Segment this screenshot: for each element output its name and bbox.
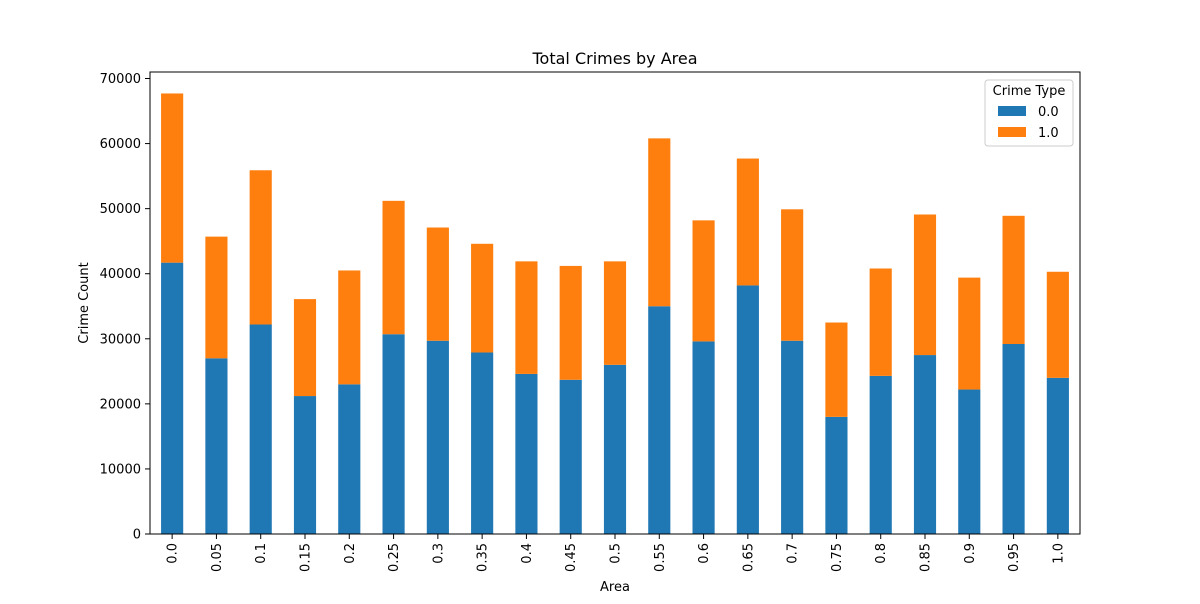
x-tick-label: 0.55 xyxy=(653,543,668,572)
y-axis-label: Crime Count xyxy=(77,262,92,343)
bar-series-1-cat-14 xyxy=(781,209,804,341)
x-axis-label: Area xyxy=(600,580,630,595)
bar-series-1-cat-5 xyxy=(382,200,405,335)
y-tick-label: 10000 xyxy=(100,462,141,477)
x-axis: 0.0 0.05 0.1 0.15 0.2 0.25 0.3 0.35 0.4 0.45 0.5 0.… xyxy=(166,534,1066,572)
bar-series-1-cat-9 xyxy=(559,265,582,380)
x-tick-label: 1.0 xyxy=(1051,543,1066,564)
legend-swatch-series-1 xyxy=(998,127,1026,137)
x-tick-label: 0.95 xyxy=(1007,543,1022,572)
x-tick-label: 0.8 xyxy=(874,543,889,564)
y-tick-label: 30000 xyxy=(100,332,141,347)
bar-series-1-cat-15 xyxy=(825,322,848,417)
bar-series-1-cat-18 xyxy=(958,277,981,390)
bar-series-0-cat-5 xyxy=(382,334,405,534)
x-tick-label: 0.9 xyxy=(963,543,978,564)
legend-title: Crime Type xyxy=(993,84,1066,99)
y-tick-label: 20000 xyxy=(100,397,141,412)
x-tick-label: 0.3 xyxy=(431,543,446,564)
bar-series-0-cat-0 xyxy=(161,262,184,534)
bar-series-1-cat-10 xyxy=(603,261,627,365)
bar-series-1-cat-11 xyxy=(648,138,671,307)
bar-series-0-cat-1 xyxy=(205,358,228,534)
y-tick-label: 50000 xyxy=(100,202,141,217)
y-tick-label: 70000 xyxy=(100,72,141,87)
legend-label-series-0: 0.0 xyxy=(1038,105,1059,120)
bar-series-1-cat-6 xyxy=(426,227,449,341)
bar-series-1-cat-8 xyxy=(515,261,538,374)
bar-series-0-cat-19 xyxy=(1002,343,1025,534)
legend-swatch-series-0 xyxy=(998,106,1026,116)
bar-series-0-cat-14 xyxy=(781,340,804,534)
x-tick-label: 0.6 xyxy=(697,543,712,564)
x-tick-label: 0.15 xyxy=(299,543,314,572)
x-tick-label: 0.35 xyxy=(476,543,491,572)
bar-series-1-cat-1 xyxy=(205,236,228,359)
y-tick-label: 40000 xyxy=(100,267,141,282)
x-tick-label: 0.85 xyxy=(919,543,934,572)
bar-series-0-cat-6 xyxy=(426,340,449,534)
y-tick-label: 60000 xyxy=(100,137,141,152)
bar-series-0-cat-2 xyxy=(249,324,272,534)
plot-bars xyxy=(161,93,1069,534)
x-tick-label: 0.5 xyxy=(609,543,624,564)
bar-series-1-cat-3 xyxy=(293,299,317,397)
bar-series-1-cat-12 xyxy=(692,220,715,342)
bar-series-0-cat-13 xyxy=(736,285,759,534)
bar-series-0-cat-17 xyxy=(913,355,937,534)
x-tick-label: 0.1 xyxy=(254,543,269,564)
bar-series-1-cat-19 xyxy=(1002,215,1025,344)
bar-series-1-cat-17 xyxy=(913,214,937,356)
bar-series-1-cat-2 xyxy=(249,170,272,325)
chart-title: Total Crimes by Area xyxy=(531,49,697,68)
bar-series-0-cat-12 xyxy=(692,341,715,534)
x-tick-label: 0.75 xyxy=(830,543,845,572)
x-tick-label: 0.05 xyxy=(210,543,225,572)
bar-series-0-cat-9 xyxy=(559,379,582,534)
bar-series-0-cat-3 xyxy=(293,396,317,534)
bar-series-1-cat-0 xyxy=(161,93,184,263)
bar-series-0-cat-8 xyxy=(515,373,538,534)
bar-series-1-cat-20 xyxy=(1046,271,1069,378)
bar-series-1-cat-7 xyxy=(471,243,494,353)
bar-series-1-cat-16 xyxy=(869,268,892,376)
bar-series-0-cat-16 xyxy=(869,375,892,534)
bar-series-1-cat-13 xyxy=(736,158,759,286)
bar-series-0-cat-7 xyxy=(471,352,494,534)
x-tick-label: 0.65 xyxy=(741,543,756,572)
x-tick-label: 0.7 xyxy=(786,543,801,564)
legend: Crime Type 0.0 1.0 xyxy=(984,79,1074,147)
bar-series-0-cat-10 xyxy=(603,364,627,534)
x-tick-label: 0.0 xyxy=(166,543,181,564)
x-tick-label: 0.4 xyxy=(520,543,535,564)
bar-series-0-cat-15 xyxy=(825,416,848,534)
bar-series-0-cat-18 xyxy=(958,389,981,534)
x-tick-label: 0.25 xyxy=(387,543,402,572)
bar-series-0-cat-20 xyxy=(1046,377,1069,534)
x-tick-label: 0.45 xyxy=(564,543,579,572)
y-tick-label: 0 xyxy=(133,528,141,543)
bar-series-0-cat-11 xyxy=(648,306,671,534)
bar-series-0-cat-4 xyxy=(338,384,361,534)
y-axis: 0 10000 20000 30000 40000 50000 60000 70000 xyxy=(100,72,150,543)
x-tick-label: 0.2 xyxy=(343,543,358,564)
legend-label-series-1: 1.0 xyxy=(1038,126,1059,141)
bar-series-1-cat-4 xyxy=(338,270,361,385)
